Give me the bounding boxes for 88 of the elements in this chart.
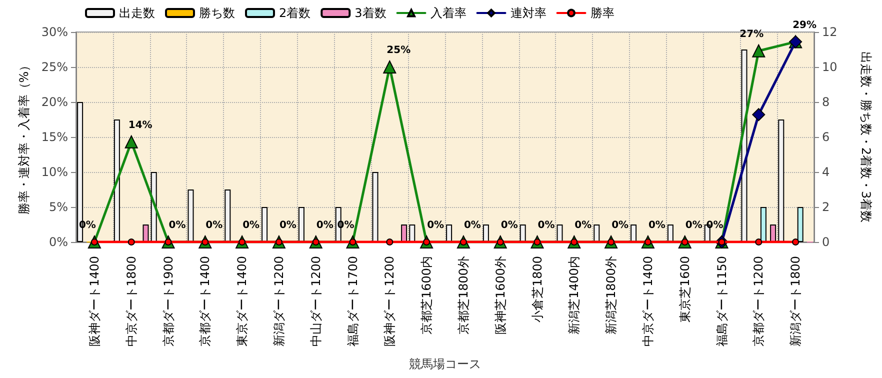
- x-tick-label: 東京芝1600: [678, 256, 692, 323]
- legend-label: 勝ち数: [199, 6, 235, 20]
- data-label: 29%: [792, 20, 817, 31]
- bar: [262, 207, 268, 242]
- y-tick-label: 10%: [41, 165, 68, 179]
- data-label: 0%: [168, 220, 186, 231]
- bar: [556, 224, 563, 242]
- data-label: 0%: [316, 220, 334, 231]
- y2-tick-label: 4: [822, 165, 830, 179]
- data-label: 0%: [574, 220, 592, 231]
- bar: [630, 224, 637, 242]
- x-tick-label: 新潟ダート1800: [788, 256, 803, 347]
- data-label: 0%: [464, 220, 481, 231]
- x-tick-label: 中山ダート1200: [308, 256, 323, 347]
- data-label: 0%: [427, 220, 444, 231]
- x-tick-label: 阪神芝1600外: [493, 256, 508, 335]
- bar: [778, 120, 784, 242]
- x-tick-label: 京都ダート1900: [161, 256, 176, 347]
- data-label: 25%: [386, 45, 411, 56]
- x-tick-label: 小倉芝1800: [530, 256, 544, 323]
- x-tick-label: 京都芝1600内: [420, 256, 434, 335]
- x-tick-label: 中京ダート1800: [124, 256, 138, 347]
- data-label: 0%: [206, 220, 223, 231]
- bar: [409, 224, 416, 242]
- y-tick-label: 0%: [48, 235, 68, 249]
- bar: [114, 120, 120, 242]
- data-label: 14%: [128, 120, 152, 131]
- legend-label: 入着率: [430, 6, 466, 20]
- x-tick-label: 福島ダート1700: [346, 256, 360, 347]
- x-tick-label: 東京ダート1400: [235, 256, 250, 347]
- x-tick-label: 阪神ダート1200: [382, 256, 397, 347]
- legend-label: 出走数: [119, 6, 155, 20]
- x-tick-label: 阪神ダート1400: [87, 256, 102, 347]
- y2-tick-label: 6: [822, 130, 830, 144]
- x-tick-label: 新潟芝1400内: [567, 256, 582, 335]
- bar: [298, 207, 304, 242]
- y2-tick-label: 12: [822, 25, 838, 39]
- x-tick-label: 京都ダート1400: [198, 256, 212, 347]
- y-tick-label: 30%: [41, 25, 68, 39]
- data-label: 27%: [740, 28, 764, 40]
- bar: [401, 224, 408, 242]
- data-label: 0%: [242, 220, 260, 231]
- x-tick-label: 京都ダート1200: [752, 256, 766, 347]
- bar: [770, 224, 776, 242]
- bar: [446, 224, 452, 242]
- point: [383, 60, 396, 74]
- x-axis-title: 競馬場コース: [409, 357, 481, 371]
- y-tick-label: 15%: [41, 130, 68, 144]
- point: [386, 238, 394, 246]
- legend-label: 2着数: [279, 6, 311, 20]
- x-tick-label: 京都芝1800外: [456, 256, 470, 335]
- y-axis-title: 勝率・連対率・入着率（%）: [17, 59, 31, 215]
- x-tick-label: 新潟芝1800外: [604, 256, 618, 335]
- y2-tick-label: 8: [822, 95, 830, 109]
- bar: [142, 224, 149, 242]
- y-tick-label: 25%: [41, 60, 68, 74]
- data-label: 0%: [538, 220, 555, 231]
- y2-tick-label: 0: [822, 235, 830, 249]
- point: [752, 108, 766, 122]
- point: [124, 135, 138, 148]
- data-label: 0%: [706, 220, 724, 231]
- point: [755, 238, 762, 246]
- x-tick-label: 中京ダート1400: [640, 256, 655, 347]
- bar: [520, 224, 526, 242]
- data-label: 0%: [612, 220, 629, 231]
- data-label: 0%: [500, 220, 518, 231]
- data-label: 0%: [279, 220, 296, 231]
- y2-axis-title: 出走数・勝ち数・2着数・3着数: [859, 51, 873, 223]
- bar: [188, 190, 194, 242]
- point: [752, 44, 766, 58]
- point: [128, 238, 135, 246]
- bar: [372, 172, 378, 242]
- bar: [594, 224, 600, 242]
- y2-tick-label: 10: [822, 60, 838, 74]
- data-label: 0%: [648, 220, 666, 231]
- y-tick-label: 20%: [41, 95, 68, 109]
- x-tick-label: 福島ダート1150: [714, 256, 729, 347]
- point: [792, 238, 800, 246]
- legend-label: 勝率: [590, 6, 614, 20]
- y2-tick-label: 2: [822, 200, 830, 214]
- bar: [224, 190, 231, 242]
- x-tick-label: 新潟ダート1200: [272, 256, 286, 347]
- legend-label: 連対率: [510, 6, 546, 20]
- y-tick-label: 5%: [48, 200, 68, 214]
- legend-label: 3着数: [354, 6, 386, 20]
- bar: [482, 224, 489, 242]
- data-label: 0%: [685, 220, 702, 231]
- bar: [667, 224, 674, 242]
